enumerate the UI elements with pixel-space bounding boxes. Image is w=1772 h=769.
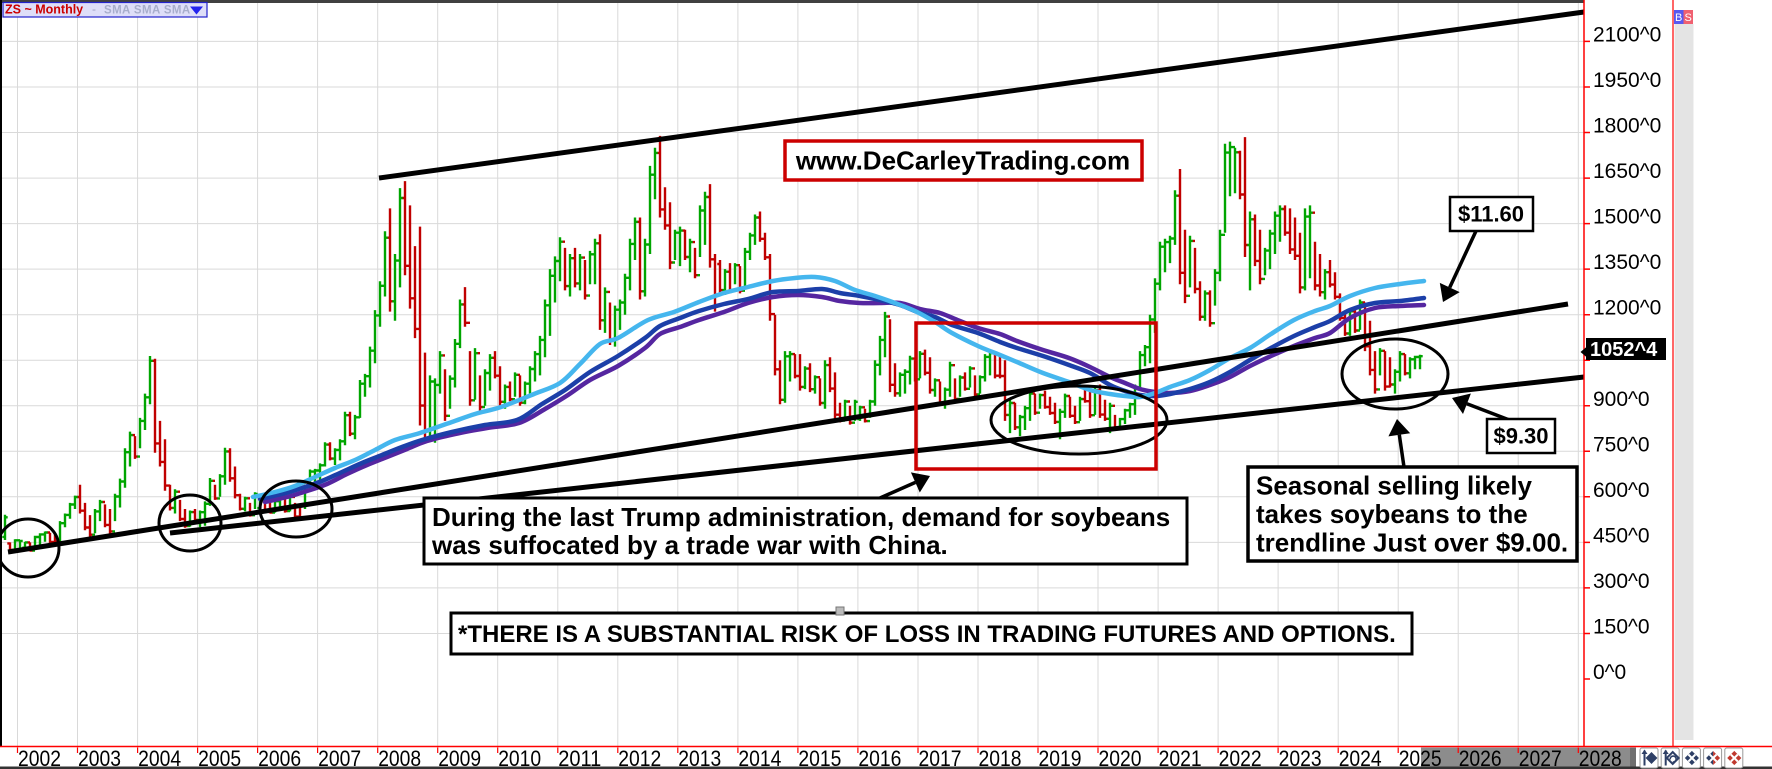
svg-text:-: -	[92, 2, 96, 16]
svg-text:2008: 2008	[378, 746, 421, 769]
svg-text:2027: 2027	[1519, 746, 1562, 769]
svg-text:Seasonal selling likely: Seasonal selling likely	[1256, 471, 1533, 501]
svg-text:2006: 2006	[258, 746, 301, 769]
svg-text:2020: 2020	[1099, 746, 1142, 769]
svg-text:600^0: 600^0	[1593, 479, 1650, 502]
svg-text:0^0: 0^0	[1593, 661, 1626, 684]
svg-text:1950^0: 1950^0	[1593, 69, 1661, 92]
svg-text:150^0: 150^0	[1593, 616, 1650, 639]
svg-text:2003: 2003	[78, 746, 121, 769]
svg-text:2009: 2009	[438, 746, 481, 769]
svg-text:$11.60: $11.60	[1458, 202, 1524, 227]
svg-text:2025: 2025	[1399, 746, 1442, 769]
svg-text:2018: 2018	[979, 746, 1022, 769]
svg-text:www.DeCarleyTrading.com: www.DeCarleyTrading.com	[795, 146, 1130, 176]
svg-text:450^0: 450^0	[1593, 524, 1650, 547]
svg-text:2023: 2023	[1279, 746, 1322, 769]
svg-text:1800^0: 1800^0	[1593, 115, 1661, 138]
svg-text:2019: 2019	[1039, 746, 1082, 769]
svg-text:2100^0: 2100^0	[1593, 23, 1661, 46]
svg-text:2016: 2016	[858, 746, 901, 769]
svg-text:2005: 2005	[198, 746, 241, 769]
svg-text:2017: 2017	[919, 746, 962, 769]
svg-text:2028: 2028	[1579, 746, 1622, 769]
svg-text:ZS ~ Monthly: ZS ~ Monthly	[5, 3, 83, 17]
svg-text:takes soybeans to the: takes soybeans to the	[1256, 499, 1528, 529]
svg-text:2026: 2026	[1459, 746, 1502, 769]
svg-text:2007: 2007	[318, 746, 361, 769]
svg-text:2013: 2013	[678, 746, 721, 769]
svg-text:750^0: 750^0	[1593, 433, 1650, 456]
svg-text:2012: 2012	[618, 746, 661, 769]
svg-text:*THERE IS A SUBSTANTIAL RISK O: *THERE IS A SUBSTANTIAL RISK OF LOSS IN …	[458, 621, 1396, 648]
svg-text:1350^0: 1350^0	[1593, 251, 1661, 274]
svg-text:1200^0: 1200^0	[1593, 297, 1661, 320]
svg-text:2024: 2024	[1339, 746, 1382, 769]
svg-text:2011: 2011	[558, 746, 601, 769]
svg-text:trendline Just over $9.00.: trendline Just over $9.00.	[1256, 528, 1568, 558]
svg-text:1650^0: 1650^0	[1593, 160, 1661, 183]
svg-text:1500^0: 1500^0	[1593, 206, 1661, 229]
svg-text:1052^4: 1052^4	[1590, 339, 1658, 361]
svg-text:2010: 2010	[498, 746, 541, 769]
svg-text:SMA SMA SMA: SMA SMA SMA	[104, 5, 191, 17]
svg-text:S: S	[1685, 12, 1692, 24]
svg-text:During the last Trump administ: During the last Trump administration, de…	[432, 502, 1170, 532]
svg-text:2014: 2014	[738, 746, 781, 769]
svg-text:2022: 2022	[1219, 746, 1262, 769]
svg-text:2021: 2021	[1159, 746, 1202, 769]
svg-text:2004: 2004	[138, 746, 181, 769]
svg-text:300^0: 300^0	[1593, 570, 1650, 593]
svg-text:$9.30: $9.30	[1493, 424, 1548, 449]
svg-text:2002: 2002	[18, 746, 61, 769]
svg-text:B: B	[1675, 12, 1682, 24]
svg-text:was suffocated by a trade war: was suffocated by a trade war with China…	[431, 530, 948, 560]
svg-text:2015: 2015	[798, 746, 841, 769]
svg-text:900^0: 900^0	[1593, 388, 1650, 411]
